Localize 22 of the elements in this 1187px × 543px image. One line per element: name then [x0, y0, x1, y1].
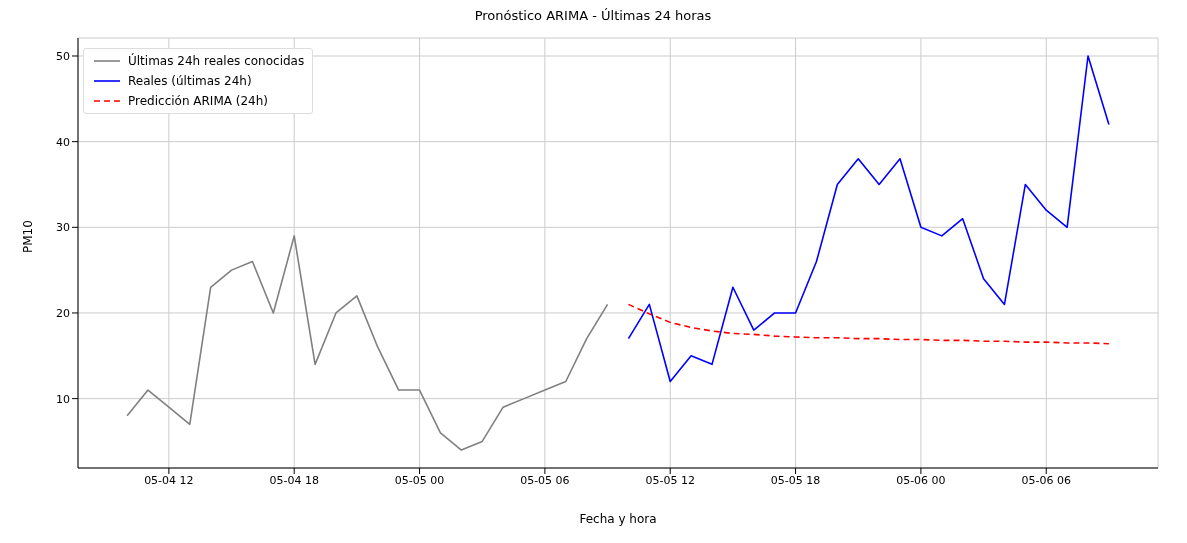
- x-tick-label: 05-06 00: [896, 473, 946, 487]
- line-series: [627, 55, 1110, 383]
- chart-title: Pronóstico ARIMA - Últimas 24 horas: [473, 8, 713, 25]
- y-tick-label: 20: [56, 306, 70, 320]
- y-tick-label: 10: [56, 392, 70, 406]
- x-tick-label: 05-06 06: [1021, 473, 1071, 487]
- y-tick-label: 50: [56, 49, 70, 63]
- x-tick-label: 05-04 18: [269, 473, 319, 487]
- legend-label: Últimas 24h reales conocidas: [128, 54, 305, 68]
- line-series: [627, 303, 1110, 345]
- y-axis-title: PM10: [21, 220, 36, 253]
- y-tick-label: 40: [56, 135, 70, 149]
- x-tick-label: 05-05 06: [520, 473, 570, 487]
- y-tick-label: 30: [56, 221, 70, 235]
- line-series: [126, 235, 609, 451]
- legend-label: Predicción ARIMA (24h): [128, 94, 269, 108]
- x-tick-label: 05-04 12: [144, 473, 194, 487]
- x-tick-label: 05-05 18: [770, 473, 821, 487]
- x-axis-title: Fecha y hora: [579, 512, 657, 526]
- x-tick-label: 05-05 00: [394, 473, 445, 487]
- x-tick-label: 05-05 12: [645, 473, 695, 487]
- legend-label: Reales (últimas 24h): [128, 74, 252, 88]
